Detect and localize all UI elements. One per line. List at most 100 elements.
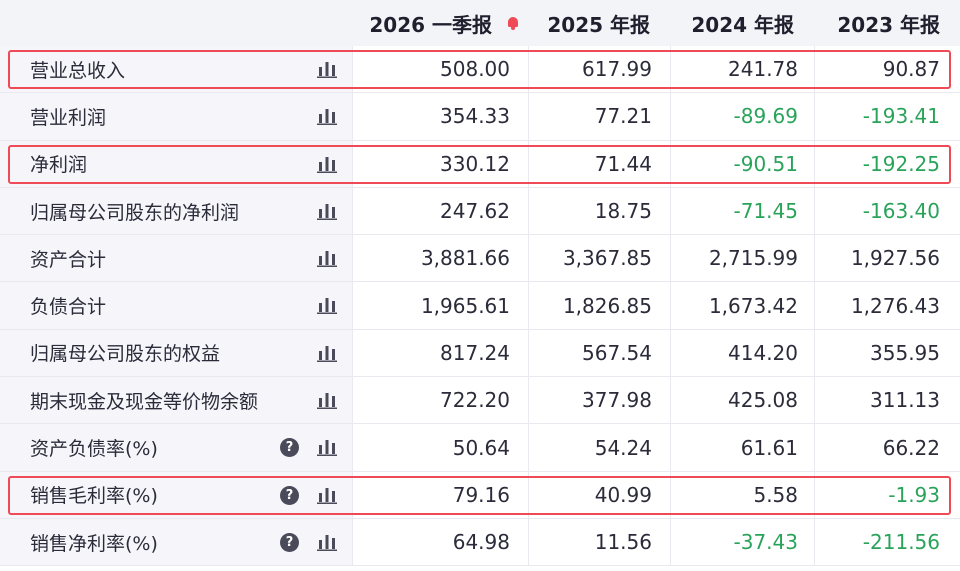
bar-chart-icon[interactable] [317,486,337,504]
table-row[interactable]: 资产合计 3,881.66 3,367.85 2,715.99 1,927.56 [0,235,960,283]
column-header-2026-q1[interactable]: 2026 一季报 [352,0,528,46]
value-cell: -37.43 [670,518,814,566]
value-cell: -90.51 [670,140,814,187]
value-cell: 1,673.42 [670,282,814,329]
table-row[interactable]: 资产负债率(%)? 50.64 54.24 61.61 66.22 [0,424,960,472]
value-cell: 1,965.61 [352,282,528,329]
value-cell: 3,881.66 [352,235,528,282]
row-label-cell: 销售净利率(%)? [0,518,352,566]
column-header-2024[interactable]: 2024 年报 [670,0,814,46]
bar-chart-icon[interactable] [317,533,337,551]
row-label-cell: 资产合计 [0,235,352,282]
value-cell: 617.99 [528,46,670,93]
row-label-cell: 净利润 [0,140,352,187]
question-icon[interactable]: ? [280,438,299,458]
row-label: 资产负债率(%) [30,438,158,461]
row-label: 销售毛利率(%) [30,485,158,508]
bar-chart-icon[interactable] [317,296,337,315]
bell-icon[interactable] [506,16,520,30]
row-label: 归属母公司股东的净利润 [30,201,240,224]
row-label: 销售净利率(%) [30,532,158,555]
row-label: 归属母公司股东的权益 [30,343,221,366]
financial-table-body: 营业总收入 508.00 617.99 241.78 90.87 营业利润 354.33 77… [0,46,960,567]
value-cell: 722.20 [352,377,528,424]
value-cell: 241.78 [670,46,814,93]
column-header-2025[interactable]: 2025 年报 [528,0,670,46]
value-cell: 311.13 [814,377,960,424]
row-label-cell: 资产负债率(%)? [0,424,352,471]
value-cell: 79.16 [352,471,528,518]
column-header-2023[interactable]: 2023 年报 [814,0,960,46]
value-cell: 50.64 [352,424,528,471]
value-cell: 90.87 [814,46,960,93]
bar-chart-icon[interactable] [317,107,337,126]
table-row[interactable]: 期末现金及现金等价物余额 722.20 377.98 425.08 311.13 [0,377,960,425]
value-cell: 71.44 [528,140,670,187]
table-row[interactable]: 营业总收入 508.00 617.99 241.78 90.87 [0,46,960,94]
value-cell: -193.41 [814,93,960,140]
value-cell: 66.22 [814,424,960,471]
value-cell: -211.56 [814,518,960,566]
column-header-label: 2024 年报 [691,12,794,37]
table-row[interactable]: 销售净利率(%)? 64.98 11.56 -37.43 -211.56 [0,518,960,567]
value-cell: 64.98 [352,518,528,566]
value-cell: 54.24 [528,424,670,471]
row-label: 负债合计 [30,296,107,319]
value-cell: -1.93 [814,471,960,518]
value-cell: 11.56 [528,518,670,566]
value-cell: 817.24 [352,329,528,377]
row-label: 营业利润 [30,106,107,129]
row-label: 净利润 [30,154,88,177]
value-cell: 18.75 [528,187,670,235]
table-row[interactable]: 归属母公司股东的权益 817.24 567.54 414.20 355.95 [0,329,960,378]
value-cell: 425.08 [670,377,814,424]
bar-chart-icon[interactable] [317,155,337,173]
value-cell: 77.21 [528,93,670,140]
row-label: 期末现金及现金等价物余额 [30,390,259,413]
table-row[interactable]: 负债合计 1,965.61 1,826.85 1,673.42 1,276.43 [0,282,960,330]
row-label: 资产合计 [30,248,107,271]
value-cell: 1,826.85 [528,282,670,329]
value-cell: 1,276.43 [814,282,960,329]
bar-chart-icon[interactable] [317,391,337,410]
column-header-label: 2025 年报 [547,12,650,37]
value-cell: 508.00 [352,46,528,93]
value-cell: -89.69 [670,93,814,140]
row-label: 营业总收入 [30,59,126,82]
value-cell: 5.58 [670,471,814,518]
value-cell: -71.45 [670,187,814,235]
value-cell: 354.33 [352,93,528,140]
bar-chart-icon[interactable] [317,344,337,362]
value-cell: 377.98 [528,377,670,424]
row-label-cell: 营业总收入 [0,46,352,93]
column-header-label: 2023 年报 [837,12,940,37]
column-header-label: 2026 一季报 [369,12,492,37]
question-icon[interactable]: ? [280,532,299,552]
row-label-cell: 归属母公司股东的净利润 [0,187,352,235]
value-cell: 3,367.85 [528,235,670,282]
value-cell: 61.61 [670,424,814,471]
table-row[interactable]: 销售毛利率(%)? 79.16 40.99 5.58 -1.93 [0,471,960,519]
value-cell: 247.62 [352,187,528,235]
bar-chart-icon[interactable] [317,249,337,268]
bar-chart-icon[interactable] [317,438,337,457]
table-row[interactable]: 净利润 330.12 71.44 -90.51 -192.25 [0,140,960,188]
question-icon[interactable]: ? [280,485,299,505]
value-cell: 355.95 [814,329,960,377]
row-label-cell: 期末现金及现金等价物余额 [0,377,352,424]
row-label-cell: 营业利润 [0,93,352,140]
table-row[interactable]: 归属母公司股东的净利润 247.62 18.75 -71.45 -163.40 [0,187,960,236]
row-label-cell: 销售毛利率(%)? [0,471,352,518]
value-cell: 1,927.56 [814,235,960,282]
value-cell: 330.12 [352,140,528,187]
value-cell: 40.99 [528,471,670,518]
table-header: 2026 一季报 2025 年报 2024 年报 2023 年报 [0,0,960,46]
value-cell: -163.40 [814,187,960,235]
bar-chart-icon[interactable] [317,202,337,220]
table-row[interactable]: 营业利润 354.33 77.21 -89.69 -193.41 [0,93,960,141]
bar-chart-icon[interactable] [317,60,337,78]
value-cell: 2,715.99 [670,235,814,282]
row-label-cell: 负债合计 [0,282,352,329]
header-label-column [0,0,352,46]
value-cell: -192.25 [814,140,960,187]
